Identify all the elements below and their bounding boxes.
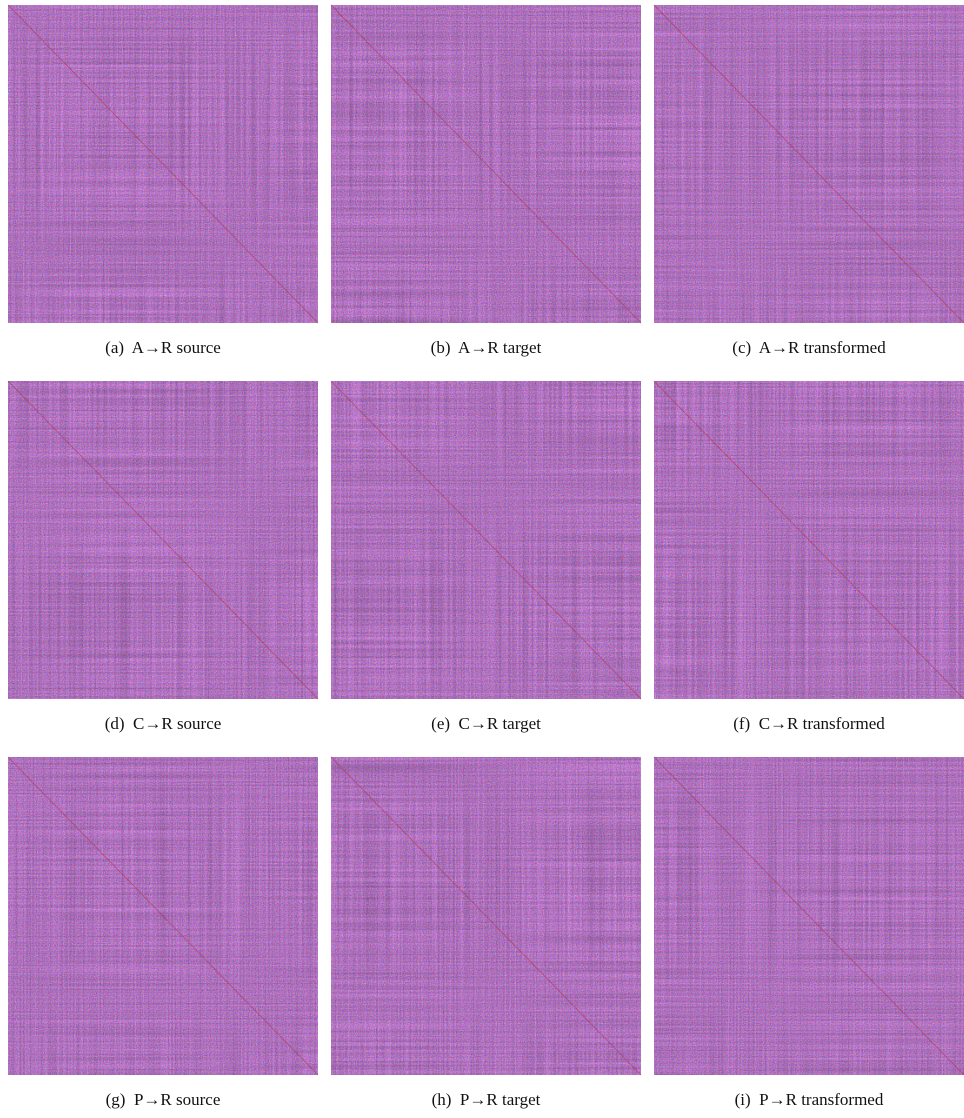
caption: (h) P→R target	[432, 1090, 541, 1109]
caption: (e) C→R target	[431, 714, 541, 733]
heatmap-panel	[331, 757, 641, 1075]
caption: (f) C→R transformed	[733, 714, 885, 733]
heatmap-panel	[8, 381, 318, 699]
heatmap-panel	[654, 757, 964, 1075]
caption: (a) A→R source	[105, 338, 221, 357]
caption: (g) P→R source	[106, 1090, 221, 1109]
heatmap-panel	[331, 381, 641, 699]
page: {"panels": [ {"caption": "(a) A→R source…	[0, 0, 964, 1118]
heatmap-panel	[8, 757, 318, 1075]
heatmap-panel	[331, 5, 641, 323]
caption: (b) A→R target	[431, 338, 542, 357]
caption: (i) P→R transformed	[735, 1090, 884, 1109]
figure: (a) A→R source (b) A→R target (c) A→R tran…	[0, 0, 964, 1118]
caption: (c) A→R transformed	[732, 338, 886, 357]
heatmap-panel	[654, 5, 964, 323]
caption: (d) C→R source	[105, 714, 222, 733]
heatmap-panel	[8, 5, 318, 323]
heatmap-panel	[654, 381, 964, 699]
